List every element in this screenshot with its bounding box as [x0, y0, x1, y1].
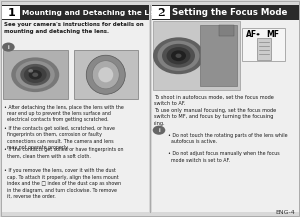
Text: ENG-4: ENG-4 — [276, 210, 296, 215]
Text: • After detaching the lens, place the lens with the
  rear end up to prevent the: • After detaching the lens, place the le… — [4, 105, 124, 122]
Text: • Do not touch the rotating parts of the lens while
  autofocus is active.: • Do not touch the rotating parts of the… — [168, 133, 288, 144]
Circle shape — [20, 64, 50, 86]
Circle shape — [153, 126, 165, 135]
Text: See your camera's instructions for details on
mounting and detaching the lens.: See your camera's instructions for detai… — [4, 22, 143, 34]
Circle shape — [167, 47, 191, 64]
Text: • If the contacts get soiled, scratched, or have
  fingerprints on them, corrosi: • If the contacts get soiled, scratched,… — [4, 126, 115, 150]
Text: • If you remove the lens, cover it with the dust
  cap. To attach it properly, a: • If you remove the lens, cover it with … — [4, 168, 121, 199]
Bar — [152, 5, 298, 20]
Circle shape — [171, 50, 186, 61]
Circle shape — [2, 43, 15, 52]
Ellipse shape — [86, 55, 125, 94]
Circle shape — [11, 58, 59, 92]
Bar — [74, 50, 138, 99]
Bar — [152, 6, 170, 19]
Circle shape — [256, 33, 260, 35]
Text: MF: MF — [266, 30, 279, 39]
Circle shape — [162, 44, 195, 68]
Circle shape — [29, 70, 42, 80]
Circle shape — [153, 37, 204, 74]
Circle shape — [28, 69, 33, 72]
Circle shape — [176, 54, 182, 58]
Bar — [219, 25, 234, 36]
Ellipse shape — [98, 67, 113, 82]
Text: i: i — [158, 128, 160, 133]
Text: • Do not adjust focus manually when the focus
  mode switch is set to AF.: • Do not adjust focus manually when the … — [168, 151, 280, 163]
Text: • If the contacts get soiled or have fingerprints on
  them, clean them with a s: • If the contacts get soiled or have fin… — [4, 147, 123, 159]
Text: Setting the Focus Mode: Setting the Focus Mode — [172, 8, 288, 17]
Bar — [2, 5, 148, 20]
Bar — [153, 21, 240, 90]
Bar — [152, 5, 298, 212]
Text: AF: AF — [245, 30, 256, 39]
Text: 1: 1 — [7, 8, 15, 18]
Circle shape — [158, 41, 200, 71]
Circle shape — [32, 73, 38, 77]
Bar — [200, 25, 237, 86]
Bar — [3, 50, 68, 99]
Bar — [2, 6, 20, 19]
Text: Mounting and Detaching the Lens: Mounting and Detaching the Lens — [22, 10, 164, 16]
Bar — [242, 28, 285, 61]
Ellipse shape — [92, 61, 119, 89]
Circle shape — [16, 61, 55, 89]
Circle shape — [24, 66, 47, 83]
Text: i: i — [8, 44, 9, 50]
Text: To shoot in autofocus mode, set the focus mode
switch to AF.
To use only manual : To shoot in autofocus mode, set the focu… — [154, 95, 276, 126]
Bar — [2, 5, 148, 212]
Text: 2: 2 — [157, 8, 165, 18]
Bar — [257, 38, 271, 59]
